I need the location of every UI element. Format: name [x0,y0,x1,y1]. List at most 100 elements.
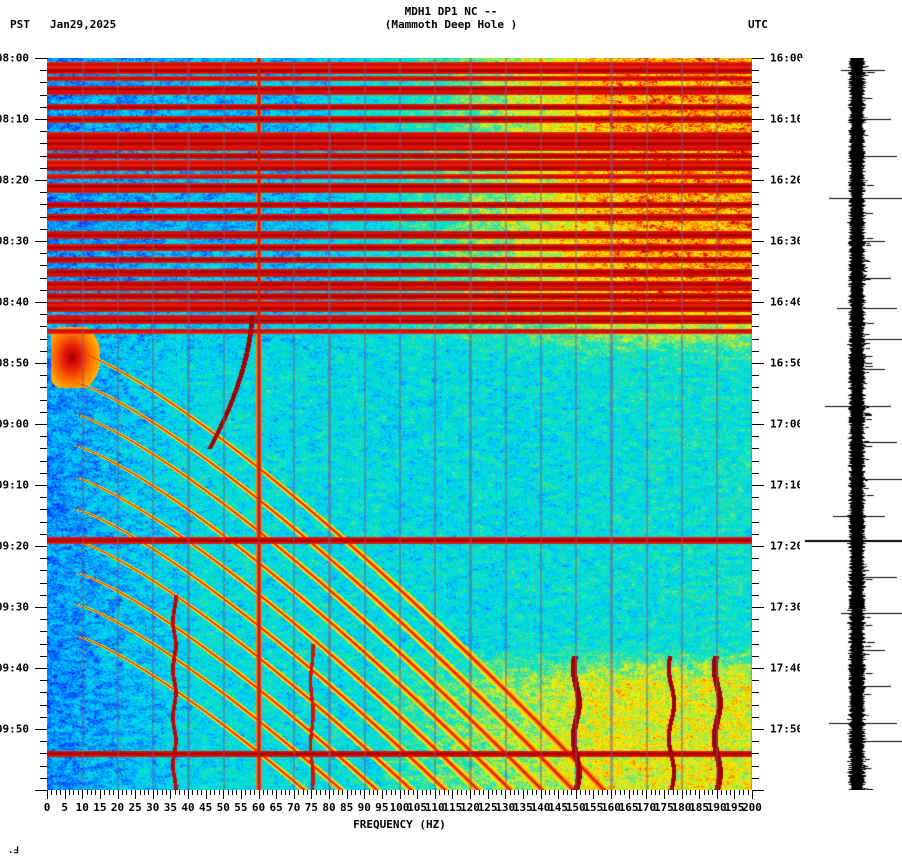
frequency-label: 90 [357,801,371,814]
frequency-tick-minor [289,790,291,795]
frequency-label: 135 [512,801,533,814]
time-tick-minor-right [752,350,759,352]
frequency-tick-minor [408,790,410,795]
time-tick-minor-right [752,106,759,108]
frequency-tick-minor [77,790,79,795]
frequency-tick-minor [351,790,353,795]
frequency-tick-minor [447,790,449,795]
time-tick-major-right [752,241,764,242]
time-tick-minor-right [752,399,759,401]
time-tick-minor-right [752,143,759,145]
time-tick-minor-left [40,582,47,584]
time-tick-minor-left [40,765,47,767]
frequency-tick-minor [637,790,639,795]
frequency-tick-major [699,790,701,799]
frequency-tick-minor [492,790,494,795]
frequency-tick-major [47,790,48,799]
frequency-label: 35 [163,801,177,814]
time-tick-minor-left [40,497,47,499]
frequency-tick-major [311,790,313,799]
time-tick-minor-right [752,472,759,474]
time-tick-minor-right [752,582,759,584]
time-tick-minor-right [752,216,759,218]
frequency-tick-minor [69,790,71,795]
frequency-tick-major [188,790,189,799]
time-tick-minor-left [40,655,47,657]
time-tick-minor-left [40,533,47,535]
frequency-label: 70 [287,801,301,814]
frequency-tick-major [540,790,542,799]
time-tick-major-right [752,607,764,608]
time-axis-left-pst: 08:00 08:10 08:20 08:30 08:40 08:50 09:00 09:10… [0,52,47,791]
frequency-tick-minor [685,790,687,795]
time-tick-major-right [752,546,764,547]
time-tick-minor-left [40,509,47,511]
time-tick-minor-right [752,155,759,157]
frequency-tick-major [82,790,84,799]
frequency-tick-minor [262,790,264,795]
frequency-tick-major [681,790,683,799]
frequency-label: 95 [375,801,389,814]
frequency-tick-minor [126,790,128,795]
frequency-tick-minor [721,790,723,795]
time-tick-minor-right [752,192,759,194]
time-tick-minor-left [40,131,47,133]
frequency-tick-minor [86,790,88,795]
time-label-pst: 08:10 [0,112,29,126]
frequency-tick-major [329,790,330,799]
frequency-tick-minor [245,790,247,795]
frequency-tick-minor [95,790,97,795]
frequency-tick-minor [60,790,62,795]
time-tick-major-right [752,363,764,364]
frequency-tick-minor [478,790,480,795]
frequency-tick-minor [544,790,546,795]
frequency-tick-minor [725,790,727,795]
time-tick-minor-right [752,521,759,523]
time-tick-minor-right [752,509,759,511]
frequency-tick-major [452,790,454,799]
time-tick-minor-right [752,448,759,450]
frequency-tick-minor [500,790,502,795]
station-title: MDH1 DP1 NC -- [404,5,498,18]
time-tick-minor-left [40,680,47,682]
time-tick-minor-right [752,326,759,328]
frequency-tick-minor [249,790,251,795]
frequency-tick-major [417,790,419,799]
spectrogram-plot[interactable] [47,58,752,790]
time-tick-minor-left [40,326,47,328]
time-tick-minor-left [40,692,47,694]
time-tick-minor-right [752,228,759,230]
frequency-tick-minor [386,790,388,795]
frequency-tick-minor [232,790,234,795]
frequency-tick-minor [553,790,555,795]
time-tick-minor-right [752,619,759,621]
frequency-tick-minor [302,790,304,795]
frequency-tick-major [575,790,577,799]
time-tick-major-left [35,424,47,425]
time-tick-major-left [35,790,47,791]
frequency-tick-minor [602,790,604,795]
frequency-tick-minor [201,790,203,795]
frequency-tick-minor [130,790,132,795]
frequency-tick-major [505,790,507,799]
frequency-label: 150 [565,801,586,814]
frequency-tick-major [64,790,66,799]
frequency-label: 45 [199,801,213,814]
time-tick-major-left [35,363,47,364]
frequency-tick-minor [421,790,423,795]
time-tick-minor-left [40,741,47,743]
time-tick-minor-left [40,277,47,279]
time-label-utc: 16:20 [770,173,804,187]
frequency-axis: FREQUENCY (HZ) 0 5 10 15 20 25 30 35 40 45 50 55 60 6… [44,790,762,831]
frequency-label: 145 [548,801,569,814]
frequency-tick-minor [377,790,379,795]
time-tick-major-right [752,424,764,425]
time-label-pst: 09:40 [0,661,29,675]
frequency-tick-major [522,790,524,799]
frequency-tick-minor [73,790,75,795]
timezone-label-right: UTC [748,18,768,31]
frequency-tick-minor [659,790,661,795]
frequency-tick-minor [694,790,696,795]
frequency-tick-minor [439,790,441,795]
time-tick-major-right [752,302,764,303]
